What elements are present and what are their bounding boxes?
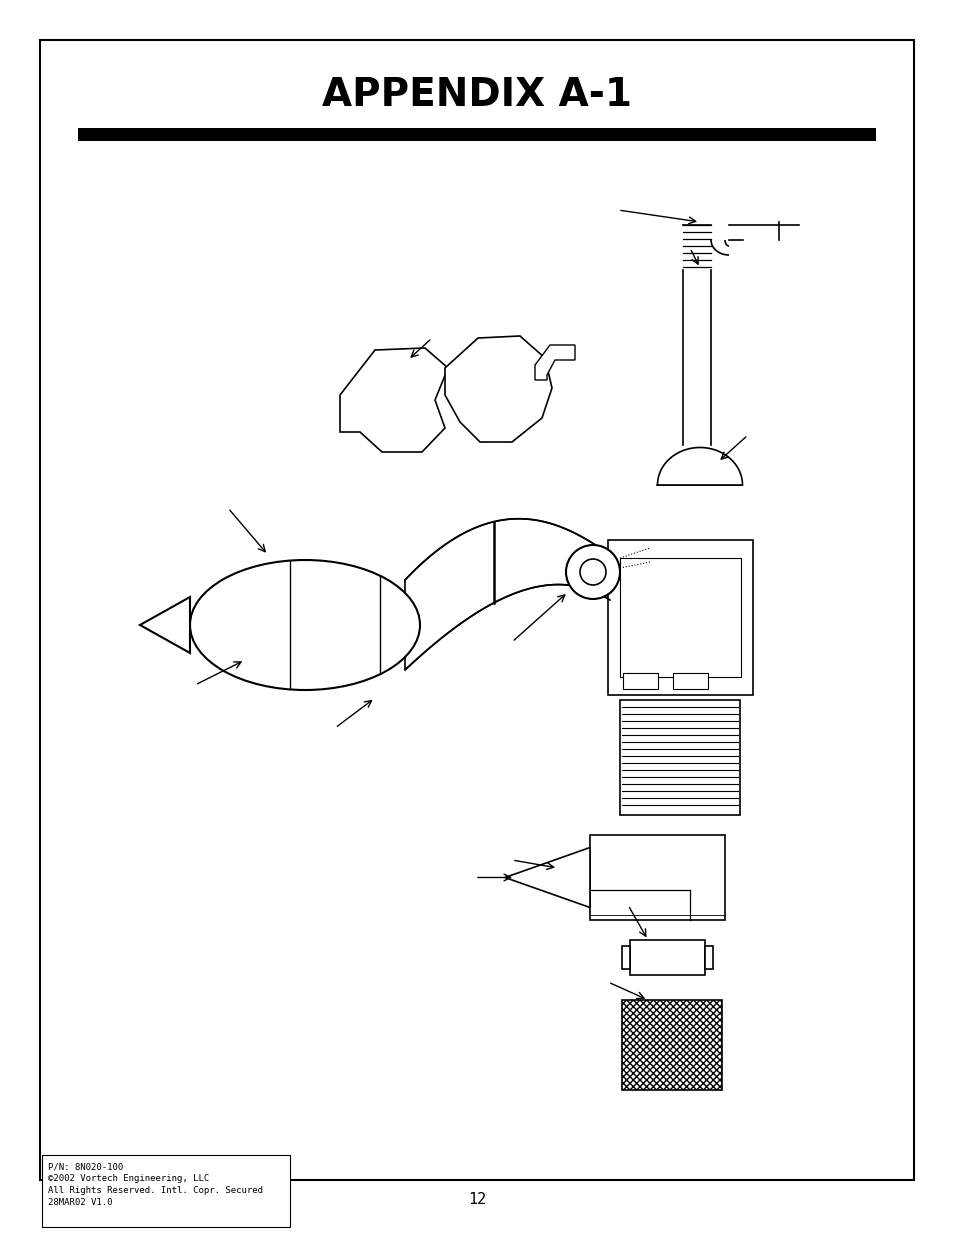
Polygon shape bbox=[504, 847, 589, 908]
Bar bbox=[619, 558, 740, 677]
Bar bbox=[621, 1000, 721, 1091]
Text: 12: 12 bbox=[467, 1192, 486, 1207]
Polygon shape bbox=[657, 447, 741, 485]
Text: ©2002 Vortech Engineering, LLC: ©2002 Vortech Engineering, LLC bbox=[48, 1174, 209, 1183]
Bar bbox=[619, 700, 740, 815]
Bar bbox=[78, 128, 875, 141]
Bar bbox=[704, 946, 712, 969]
Bar bbox=[622, 673, 658, 689]
Polygon shape bbox=[444, 336, 552, 442]
Polygon shape bbox=[140, 597, 190, 653]
Text: 28MAR02 V1.0: 28MAR02 V1.0 bbox=[48, 1198, 112, 1207]
Ellipse shape bbox=[190, 559, 419, 690]
Text: P/N: 8N020-100: P/N: 8N020-100 bbox=[48, 1162, 123, 1171]
Bar bbox=[621, 946, 629, 969]
Polygon shape bbox=[339, 348, 448, 452]
Circle shape bbox=[565, 545, 619, 599]
Polygon shape bbox=[535, 345, 575, 380]
Bar bbox=[621, 1000, 721, 1091]
Text: All Rights Reserved. Intl. Copr. Secured: All Rights Reserved. Intl. Copr. Secured bbox=[48, 1186, 263, 1195]
Text: APPENDIX A-1: APPENDIX A-1 bbox=[322, 77, 631, 114]
Bar bbox=[629, 940, 704, 974]
Bar bbox=[672, 673, 707, 689]
Bar bbox=[607, 540, 752, 695]
Circle shape bbox=[579, 559, 605, 585]
Polygon shape bbox=[405, 519, 609, 671]
Bar bbox=[589, 835, 724, 920]
Bar bbox=[42, 1155, 290, 1228]
